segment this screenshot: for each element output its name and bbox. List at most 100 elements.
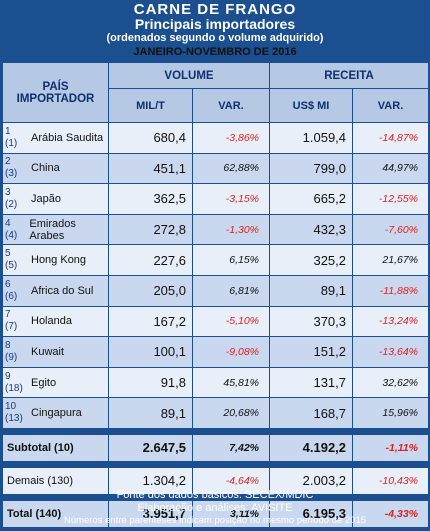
current-rank: 7 [5, 309, 11, 321]
volume-cell: 451,1 [108, 152, 193, 185]
previous-rank: (9) [5, 351, 18, 363]
receita-cell: 325,2 [269, 244, 354, 276]
credits-note: Elaboração e análises: AVISITE [137, 502, 293, 514]
country-name: Africa do Sul [31, 284, 94, 297]
volume-var-cell: -1,30% [191, 213, 271, 246]
table-row: 1 (1) Arábia Saudita 680,4 -3,86% 1.059,4 -14,… [2, 122, 430, 154]
country-cell: 6 (6) Africa do Sul [2, 274, 109, 307]
table-row: 9 (18) Egito 91,8 45,81% 131,7 32,62% [2, 366, 430, 399]
receita-var-cell: 15,96% [352, 397, 430, 429]
receita-var-cell: -13,64% [352, 336, 430, 368]
receita-cell: 1.059,4 [269, 122, 354, 154]
receita-cell: 89,1 [269, 274, 354, 307]
demais-receita-var: -10,43% [352, 466, 430, 495]
country-cell: 4 (4) Emirados Arabes [2, 213, 109, 246]
rank-block: 1 (1) [5, 126, 31, 150]
volume-var-cell: 20,68% [191, 397, 271, 429]
mil-t-header: MIL/T [108, 88, 193, 123]
receita-var-cell: -11,88% [352, 274, 430, 307]
receita-var-cell: -7,60% [352, 213, 430, 246]
rank-block: 8 (9) [5, 340, 31, 364]
volume-group-header: VOLUME [107, 62, 271, 89]
receita-var-cell: 32,62% [352, 366, 430, 399]
volume-cell: 91,8 [108, 366, 193, 399]
previous-rank: (3) [5, 168, 18, 180]
country-name: China [31, 162, 60, 175]
receita-var-cell: 21,67% [352, 244, 430, 276]
volume-cell: 227,6 [108, 244, 193, 276]
page-title: CARNE DE FRANGO [133, 1, 297, 18]
subtotal-volume: 2.647,5 [108, 433, 193, 462]
subtotal-label: Subtotal (10) [2, 433, 109, 462]
volume-var-cell: -3,15% [191, 183, 271, 215]
country-cell: 8 (9) Kuwait [2, 336, 109, 368]
rank-block: 6 (6) [5, 279, 31, 303]
volume-cell: 272,8 [108, 213, 193, 246]
receita-cell: 131,7 [269, 366, 354, 399]
receita-var-cell: 44,97% [352, 152, 430, 185]
demais-volume: 1.304,2 [108, 466, 193, 495]
previous-rank: (7) [5, 321, 18, 333]
demais-receita: 2.003,2 [269, 466, 354, 495]
country-cell: 2 (3) China [2, 152, 109, 185]
rank-block: 4 (4) [5, 218, 29, 242]
country-cell: 9 (18) Egito [2, 366, 109, 399]
usd-mi-header: US$ MI [269, 88, 354, 123]
country-cell: 5 (5) Hong Kong [2, 244, 109, 276]
current-rank: 10 [5, 401, 17, 413]
source-note: Fonte dos dados básicos: SECEX/MDIC [116, 489, 314, 501]
previous-rank: (6) [5, 290, 18, 302]
country-name: Holanda [31, 315, 72, 328]
table-row: 4 (4) Emirados Arabes 272,8 -1,30% 432,3 -7,60… [2, 213, 430, 246]
period-label: JANEIRO-NOVEMBRO DE 2016 [133, 46, 297, 58]
subtotal-receita: 4.192,2 [269, 433, 354, 462]
table-row: 6 (6) Africa do Sul 205,0 6,81% 89,1 -11,88% [2, 274, 430, 307]
table-row: 5 (5) Hong Kong 227,6 6,15% 325,2 21,67% [2, 244, 430, 276]
receita-var-cell: -12,55% [352, 183, 430, 215]
current-rank: 3 [5, 186, 11, 198]
receita-cell: 370,3 [269, 305, 354, 338]
rank-block: 10 (13) [5, 401, 31, 425]
receita-var-cell: -14,87% [352, 122, 430, 154]
previous-rank: (18) [5, 382, 23, 394]
rank-block: 2 (3) [5, 156, 31, 180]
country-name: Japão [31, 192, 61, 205]
rank-block: 7 (7) [5, 309, 31, 333]
current-rank: 4 [5, 217, 11, 229]
subtotal-row: Subtotal (10) 2.647,5 7,42% 4.192,2 -1,1… [2, 433, 430, 462]
receita-group-header: RECEITA [269, 62, 430, 89]
total-volume: 3.951,7 [108, 499, 193, 528]
previous-rank: (2) [5, 198, 18, 210]
volume-var-cell: 6,81% [191, 274, 271, 307]
table-row: 3 (2) Japão 362,5 -3,15% 665,2 -12,55% [2, 183, 430, 215]
previous-rank: (4) [5, 229, 18, 241]
ordering-note: (ordenados segundo o volume adquirido) [106, 32, 324, 44]
receita-cell: 151,2 [269, 336, 354, 368]
current-rank: 6 [5, 278, 11, 290]
demais-volume-var: -4,64% [191, 466, 271, 495]
current-rank: 1 [5, 125, 11, 137]
country-column-header: PAÍS IMPORTADOR [2, 62, 109, 123]
volume-var-cell: -9,08% [191, 336, 271, 368]
importers-table: PAÍS IMPORTADOR VOLUME RECEITA MIL/T VAR… [1, 62, 430, 528]
subtotal-volume-var: 7,42% [191, 433, 271, 462]
rank-block: 3 (2) [5, 187, 31, 211]
volume-var-cell: -5,10% [191, 305, 271, 338]
page-subtitle: Principais importadores [134, 16, 296, 32]
receita-cell: 665,2 [269, 183, 354, 215]
volume-cell: 167,2 [108, 305, 193, 338]
country-name: Hong Kong [31, 254, 87, 267]
volume-cell: 362,5 [108, 183, 193, 215]
volume-cell: 680,4 [108, 122, 193, 154]
total-receita: 6.195,3 [269, 499, 354, 528]
current-rank: 5 [5, 248, 11, 260]
volume-var-cell: 6,15% [191, 244, 271, 276]
demais-label: Demais (130) [2, 466, 109, 495]
country-name: Cingapura [31, 407, 82, 420]
country-cell: 10 (13) Cingapura [2, 397, 109, 429]
previous-rank: (13) [5, 413, 23, 425]
volume-var-cell: 62,88% [191, 152, 271, 185]
receita-var-header: VAR. [352, 88, 430, 123]
current-rank: 2 [5, 156, 11, 168]
